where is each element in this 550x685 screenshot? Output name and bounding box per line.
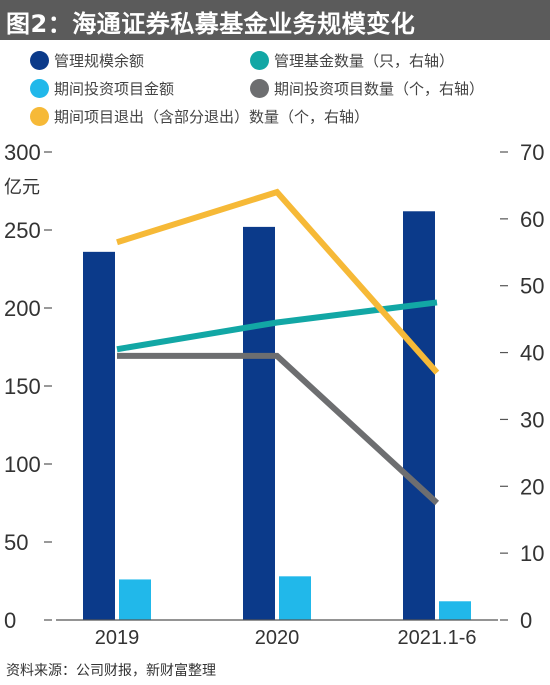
line-invest-count bbox=[117, 352, 440, 506]
legend-swatch-fund-count bbox=[250, 50, 269, 70]
bar-invest-amount bbox=[119, 579, 151, 620]
legend-item-fund-count: 管理基金数量（只，右轴） bbox=[250, 49, 454, 71]
bar-invest-amount bbox=[439, 601, 471, 620]
legend-label-invest-count: 期间投资项目数量（个，右轴） bbox=[274, 79, 485, 98]
x-axis-tick-label: 2020 bbox=[255, 627, 300, 649]
bar-aum bbox=[243, 226, 275, 620]
left-axis-tick-label: 150 bbox=[4, 374, 41, 399]
chart-title: 图2：海通证券私募基金业务规模变化 bbox=[6, 10, 416, 38]
right-axis-tick-label: 60 bbox=[520, 207, 544, 232]
right-axis-tick-label: 70 bbox=[520, 140, 544, 165]
left-axis-tick-label: 0 bbox=[4, 608, 16, 633]
legend-swatch-aum bbox=[30, 50, 49, 70]
right-axis-tick-label: 10 bbox=[520, 541, 544, 566]
legend-item-invest-amount: 期间投资项目金额 bbox=[30, 77, 174, 99]
right-axis-tick-label: 20 bbox=[520, 474, 544, 499]
legend-item-exit-count: 期间项目退出（含部分退出）数量（个，右轴） bbox=[30, 105, 369, 127]
right-axis-tick-label: 0 bbox=[520, 608, 532, 633]
left-axis-tick-label: 200 bbox=[4, 296, 41, 321]
legend-label-aum: 管理规模余额 bbox=[54, 51, 145, 70]
source-note: 资料来源：公司财报，新财富整理 bbox=[6, 663, 216, 679]
x-axis-tick-label: 2019 bbox=[95, 627, 140, 649]
left-axis-tick-label: 100 bbox=[4, 452, 41, 477]
right-axis-tick-label: 40 bbox=[520, 341, 544, 366]
legend-swatch-exit-count bbox=[30, 106, 49, 126]
right-axis-tick-label: 30 bbox=[520, 407, 544, 432]
legend-swatch-invest-amount bbox=[30, 78, 49, 98]
line-fund-count bbox=[116, 299, 438, 353]
legend-item-invest-count: 期间投资项目数量（个，右轴） bbox=[250, 77, 484, 99]
legend-label-fund-count: 管理基金数量（只，右轴） bbox=[274, 51, 455, 70]
legend-label-invest-amount: 期间投资项目金额 bbox=[54, 79, 175, 98]
left-axis-tick-label: 300 bbox=[4, 140, 41, 165]
legend-label-exit-count: 期间项目退出（含部分退出）数量（个，右轴） bbox=[54, 107, 370, 126]
bar-invest-amount bbox=[279, 576, 311, 620]
bar-aum bbox=[83, 251, 115, 620]
left-axis-unit: 亿元 bbox=[4, 177, 40, 197]
line-exit-count bbox=[116, 188, 440, 375]
x-axis-tick-label: 2021.1-6 bbox=[398, 627, 477, 649]
title-bar: 图2：海通证券私募基金业务规模变化 bbox=[0, 0, 550, 40]
legend-swatch-invest-count bbox=[250, 78, 269, 98]
left-axis-tick-label: 250 bbox=[4, 218, 41, 243]
right-axis-tick-label: 50 bbox=[520, 274, 544, 299]
bar-aum bbox=[403, 211, 435, 620]
left-axis-tick-label: 50 bbox=[4, 530, 28, 555]
legend-item-aum: 管理规模余额 bbox=[30, 49, 144, 71]
